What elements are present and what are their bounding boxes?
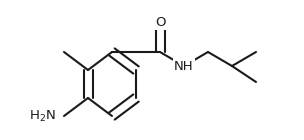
- Text: $\mathregular{H_2N}$: $\mathregular{H_2N}$: [29, 108, 56, 124]
- Text: O: O: [155, 16, 165, 29]
- Text: NH: NH: [174, 60, 194, 73]
